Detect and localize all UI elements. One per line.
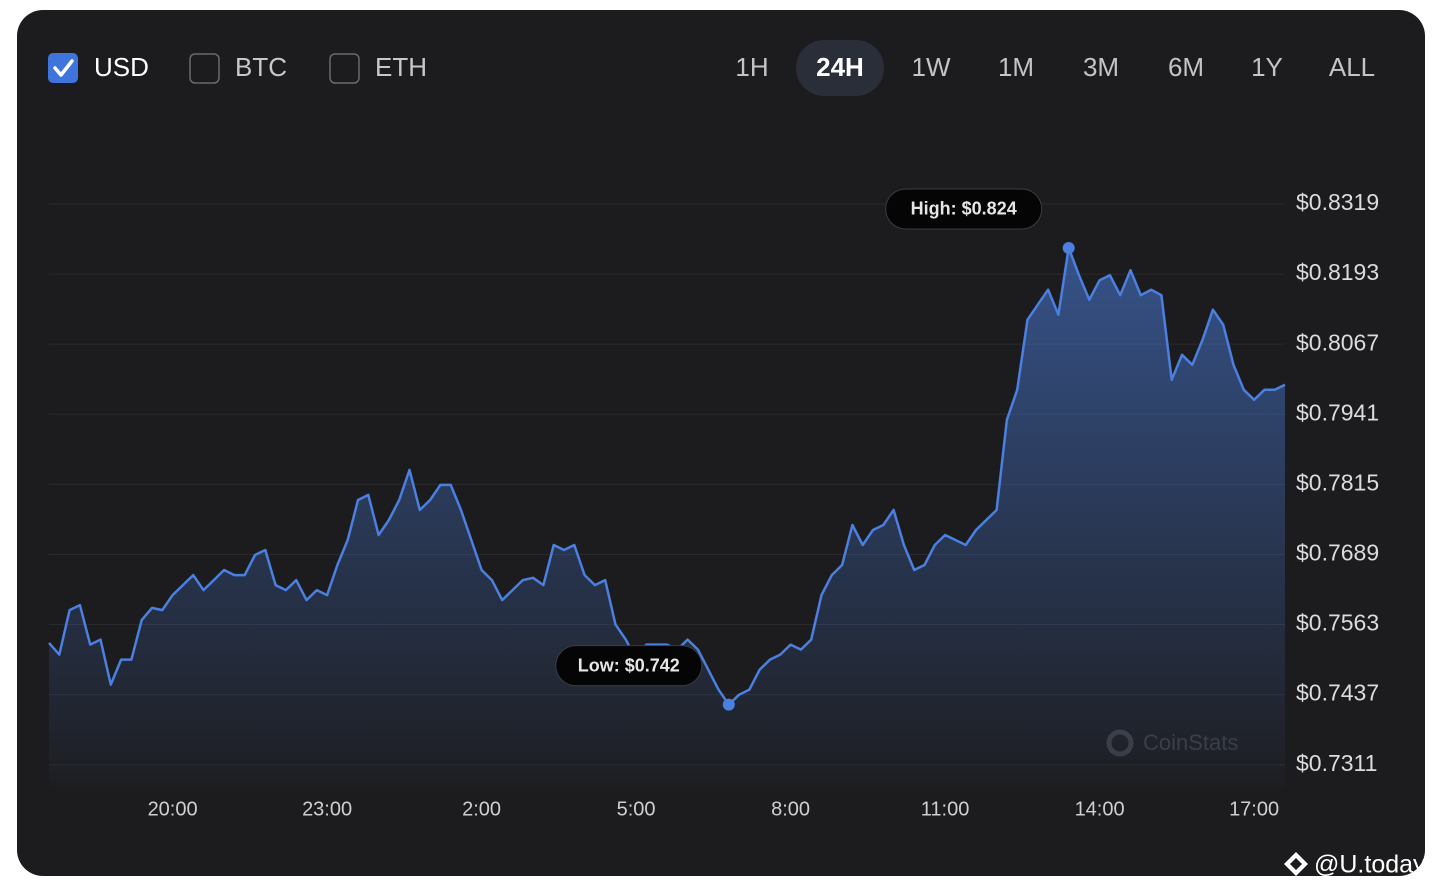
extreme-point <box>722 698 735 711</box>
credit-icon <box>1284 852 1308 876</box>
x-tick-label: 14:00 <box>1075 798 1125 820</box>
checkbox[interactable] <box>48 53 78 83</box>
x-tick-label: 17:00 <box>1229 798 1279 820</box>
checkbox[interactable] <box>189 53 220 84</box>
range-button[interactable]: 6M <box>1168 52 1204 82</box>
y-tick-label: $0.7563 <box>1296 610 1379 636</box>
range-selected-bg <box>796 40 884 96</box>
x-tick-label: 23:00 <box>302 798 352 820</box>
range-button[interactable]: 1Y <box>1251 52 1283 82</box>
y-tick-label: $0.8319 <box>1296 189 1379 215</box>
annotation: High: $0.824 <box>911 199 1017 219</box>
y-tick-label: $0.8193 <box>1296 259 1379 285</box>
credit: @U.today <box>1314 851 1426 879</box>
y-tick-label: $0.7689 <box>1296 540 1379 566</box>
area <box>49 247 1285 787</box>
x-tick-label: 5:00 <box>617 798 656 820</box>
x-tick-label: 8:00 <box>771 798 810 820</box>
range-button[interactable]: 1W <box>912 52 951 82</box>
range-button[interactable]: 1H <box>735 52 768 82</box>
checkbox-label[interactable]: BTC <box>235 52 287 82</box>
extreme-point <box>1062 241 1075 254</box>
range-button[interactable]: 1M <box>998 52 1034 82</box>
y-tick-label: $0.7941 <box>1296 399 1379 425</box>
line <box>48 246 1286 706</box>
range-button[interactable]: ALL <box>1329 52 1375 82</box>
annotation-bg <box>885 188 1043 230</box>
checkbox-label[interactable]: USD <box>94 52 149 82</box>
x-tick-label: 20:00 <box>148 798 198 820</box>
checkmark <box>53 59 74 77</box>
range-button[interactable]: 24H <box>816 52 864 82</box>
y-tick-label: $0.7815 <box>1296 469 1379 495</box>
y-tick-label: $0.7437 <box>1296 680 1379 706</box>
checkbox[interactable] <box>329 53 360 84</box>
checkbox-label[interactable]: ETH <box>375 52 427 82</box>
y-tick-label: $0.7311 <box>1296 750 1377 776</box>
y-tick-label: $0.8067 <box>1296 329 1379 355</box>
range-button[interactable]: 3M <box>1083 52 1119 82</box>
annotation: Low: $0.742 <box>578 655 680 675</box>
x-tick-label: 2:00 <box>462 798 501 820</box>
x-tick-label: 11:00 <box>921 798 970 820</box>
annotation-bg <box>555 645 703 687</box>
